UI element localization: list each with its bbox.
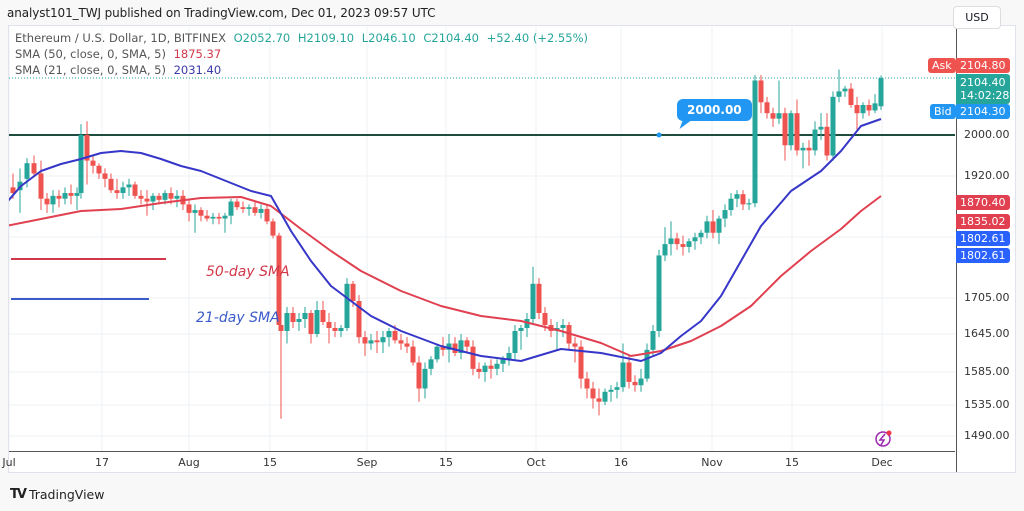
price-axis[interactable]: 2000.00 1920.00 1705.00 1645.00 1585.00 … [956,26,1016,472]
sma21-label: SMA (21, close, 0, SMA, 5) [15,63,166,77]
x-tick: 16 [614,456,628,469]
sma-price-tag: 1870.40 [956,195,1010,210]
x-tick: Oct [526,456,546,469]
y-tick: 1920.00 [964,169,1010,182]
x-tick: Jul [2,456,16,469]
last-price: 2104.40 [960,76,1006,89]
symbol-legend-row[interactable]: Ethereum / U.S. Dollar, 1D, BITFINEX O20… [15,30,588,46]
ohlc-open: O2052.70 [233,31,291,45]
symbol-name: Ethereum / U.S. Dollar, 1D, BITFINEX [15,31,226,45]
x-tick: 17 [95,456,109,469]
ask-price-tag: 2104.80 [956,58,1010,73]
x-tick: Nov [701,456,723,469]
bid-price-tag: 2104.30 [956,104,1010,119]
time-axis[interactable]: Jul 17 Aug 15 Sep 15 Oct 16 Nov 15 Dec [2,451,955,472]
y-tick: 1705.00 [964,291,1010,304]
bar-countdown: 14:02:28 [960,89,1010,102]
tradingview-logo[interactable]: TV TradingView [10,487,104,502]
y-tick: 1490.00 [964,429,1010,442]
x-tick: Dec [871,456,893,469]
sma21-value: 2031.40 [173,63,222,77]
sma50-label: SMA (50, close, 0, SMA, 5) [15,47,166,61]
sma50-legend-row[interactable]: SMA (50, close, 0, SMA, 5) 1875.37 [15,46,588,62]
price-plot[interactable] [9,26,955,451]
tradingview-logo-icon: TV [10,487,27,502]
bid-label: Bid [930,104,956,119]
x-tick: Aug [178,456,200,469]
ohlc-close: C2104.40 [423,31,479,45]
x-tick: 15 [263,456,277,469]
sma-price-tag: 1802.61 [956,231,1010,246]
x-tick: 15 [439,456,453,469]
x-tick: Sep [356,456,378,469]
lightning-icon[interactable] [875,430,892,447]
published-caption: analyst101_TWJ published on TradingView.… [7,6,436,20]
y-tick: 1645.00 [964,327,1010,340]
sma-price-tag: 1802.61 [956,248,1010,263]
ask-label: Ask [928,58,956,73]
currency-button[interactable]: USD [953,6,1001,29]
sma50-value: 1875.37 [173,47,222,61]
brand-name: TradingView [28,487,105,502]
ohlc-low: L2046.10 [361,31,416,45]
sma-price-tag: 1835.02 [956,214,1010,229]
x-tick: 15 [785,456,799,469]
chart-legend: Ethereum / U.S. Dollar, 1D, BITFINEX O20… [15,30,588,78]
chart-frame: Ethereum / U.S. Dollar, 1D, BITFINEX O20… [2,25,1016,473]
ohlc-high: H2109.10 [297,31,355,45]
y-tick: 2000.00 [964,128,1010,141]
y-tick: 1535.00 [964,398,1010,411]
last-price-tag: 2104.40 14:02:28 [956,74,1010,104]
ohlc-change: +52.40 (+2.55%) [486,31,588,45]
level-callout[interactable]: 2000.00 [677,99,752,121]
sma21-annotation: 21-day SMA [196,310,280,326]
y-tick: 1585.00 [964,365,1010,378]
sma21-legend-row[interactable]: SMA (21, close, 0, SMA, 5) 2031.40 [15,62,588,78]
sma50-annotation: 50-day SMA [206,264,290,280]
